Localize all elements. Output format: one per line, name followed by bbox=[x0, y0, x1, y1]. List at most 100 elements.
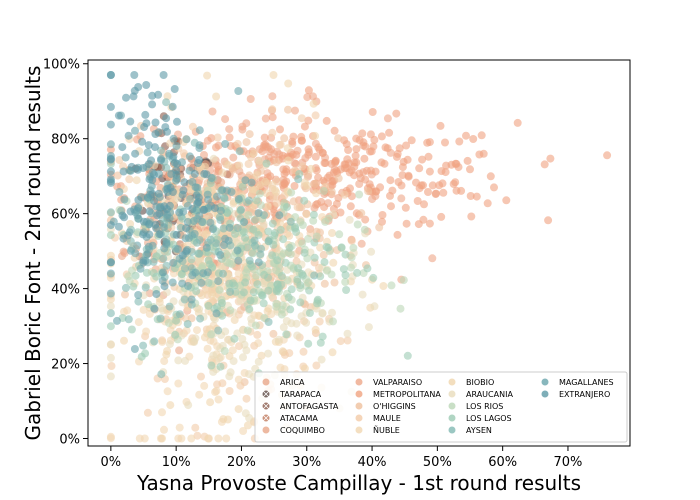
scatter-point bbox=[189, 217, 198, 225]
scatter-point bbox=[300, 196, 309, 205]
scatter-point bbox=[188, 177, 197, 186]
scatter-point bbox=[180, 295, 189, 304]
scatter-point bbox=[156, 314, 165, 323]
scatter-point bbox=[254, 258, 263, 267]
scatter-point bbox=[169, 152, 178, 161]
scatter-point bbox=[142, 268, 151, 277]
scatter-point bbox=[144, 300, 153, 309]
scatter-point bbox=[249, 288, 258, 297]
scatter-point bbox=[386, 176, 395, 185]
scatter-point bbox=[221, 234, 230, 243]
scatter-point bbox=[150, 196, 158, 205]
scatter-point bbox=[242, 268, 251, 277]
scatter-point bbox=[258, 291, 267, 300]
scatter-point bbox=[221, 115, 230, 124]
scatter-point bbox=[483, 199, 492, 208]
scatter-point bbox=[200, 151, 208, 159]
scatter-point bbox=[320, 258, 329, 267]
scatter-point bbox=[159, 254, 168, 263]
scatter-point bbox=[133, 241, 142, 250]
scatter-point bbox=[203, 344, 212, 353]
scatter-point bbox=[254, 357, 263, 366]
scatter-point bbox=[249, 149, 258, 158]
scatter-point bbox=[197, 278, 206, 287]
scatter-point bbox=[383, 114, 392, 123]
scatter-point bbox=[175, 208, 184, 217]
scatter-point bbox=[166, 401, 175, 410]
scatter-point bbox=[442, 161, 451, 170]
scatter-point bbox=[191, 423, 200, 432]
scatter-point bbox=[355, 136, 364, 145]
scatter-point bbox=[283, 203, 291, 212]
scatter-point bbox=[236, 296, 245, 305]
scatter-point bbox=[207, 330, 216, 339]
scatter-point bbox=[332, 199, 341, 208]
scatter-point bbox=[190, 338, 199, 346]
scatter-point bbox=[154, 189, 163, 198]
scatter-point bbox=[246, 95, 255, 103]
scatter-point bbox=[298, 270, 306, 278]
scatter-point bbox=[163, 92, 172, 101]
legend-box bbox=[254, 371, 628, 443]
legend-item: ANTOFAGASTA bbox=[262, 402, 339, 411]
scatter-point bbox=[368, 108, 377, 116]
scatter-point bbox=[130, 345, 139, 353]
scatter-point bbox=[425, 167, 434, 176]
scatter-point bbox=[252, 196, 261, 205]
scatter-point bbox=[245, 196, 253, 205]
scatter-point bbox=[298, 239, 307, 248]
y-axis: 0% 20% 40% 60% 80% 100% bbox=[43, 58, 88, 448]
scatter-point bbox=[432, 189, 440, 198]
scatter-point bbox=[187, 434, 196, 443]
scatter-point bbox=[160, 282, 169, 291]
scatter-point bbox=[353, 268, 362, 277]
scatter-point bbox=[183, 217, 192, 226]
scatter-point bbox=[121, 283, 130, 292]
scatter-point bbox=[196, 314, 205, 323]
scatter-point bbox=[310, 253, 319, 262]
scatter-point bbox=[172, 230, 181, 239]
scatter-point bbox=[162, 205, 171, 214]
scatter-point bbox=[396, 304, 405, 313]
scatter-point bbox=[194, 198, 203, 206]
legend-item: ARAUCANIA bbox=[448, 390, 513, 399]
scatter-point bbox=[383, 144, 392, 153]
scatter-point bbox=[349, 243, 358, 252]
scatter-point bbox=[172, 142, 181, 150]
scatter-point bbox=[235, 147, 244, 156]
scatter-point bbox=[451, 178, 460, 187]
scatter-point bbox=[402, 141, 411, 150]
scatter-point bbox=[148, 190, 157, 198]
scatter-point bbox=[106, 167, 115, 176]
scatter-point bbox=[174, 356, 183, 365]
scatter-point bbox=[268, 105, 277, 114]
scatter-point bbox=[130, 86, 139, 95]
scatter-point bbox=[418, 155, 427, 164]
scatter-point bbox=[329, 258, 338, 267]
scatter-point bbox=[134, 291, 143, 299]
scatter-point bbox=[330, 126, 339, 135]
scatter-point bbox=[124, 131, 133, 140]
scatter-point bbox=[436, 121, 445, 130]
scatter-point bbox=[212, 143, 220, 152]
scatter-point bbox=[352, 145, 361, 154]
scatter-point bbox=[150, 337, 159, 346]
scatter-point bbox=[208, 107, 217, 116]
scatter-point bbox=[268, 128, 277, 137]
scatter-point bbox=[311, 131, 320, 140]
scatter-point bbox=[160, 425, 168, 434]
scatter-point bbox=[106, 208, 115, 217]
scatter-point bbox=[336, 337, 345, 346]
scatter-point bbox=[428, 181, 437, 190]
scatter-point bbox=[357, 209, 366, 218]
scatter-point bbox=[106, 71, 115, 79]
scatter-point bbox=[247, 178, 256, 187]
scatter-point bbox=[140, 434, 149, 443]
scatter-point bbox=[311, 325, 320, 334]
scatter-point bbox=[343, 155, 352, 164]
scatter-point bbox=[233, 224, 242, 232]
scatter-point bbox=[225, 223, 234, 232]
scatter-point bbox=[247, 185, 256, 194]
y-tick-label: 80% bbox=[51, 133, 80, 148]
scatter-point bbox=[300, 248, 309, 257]
